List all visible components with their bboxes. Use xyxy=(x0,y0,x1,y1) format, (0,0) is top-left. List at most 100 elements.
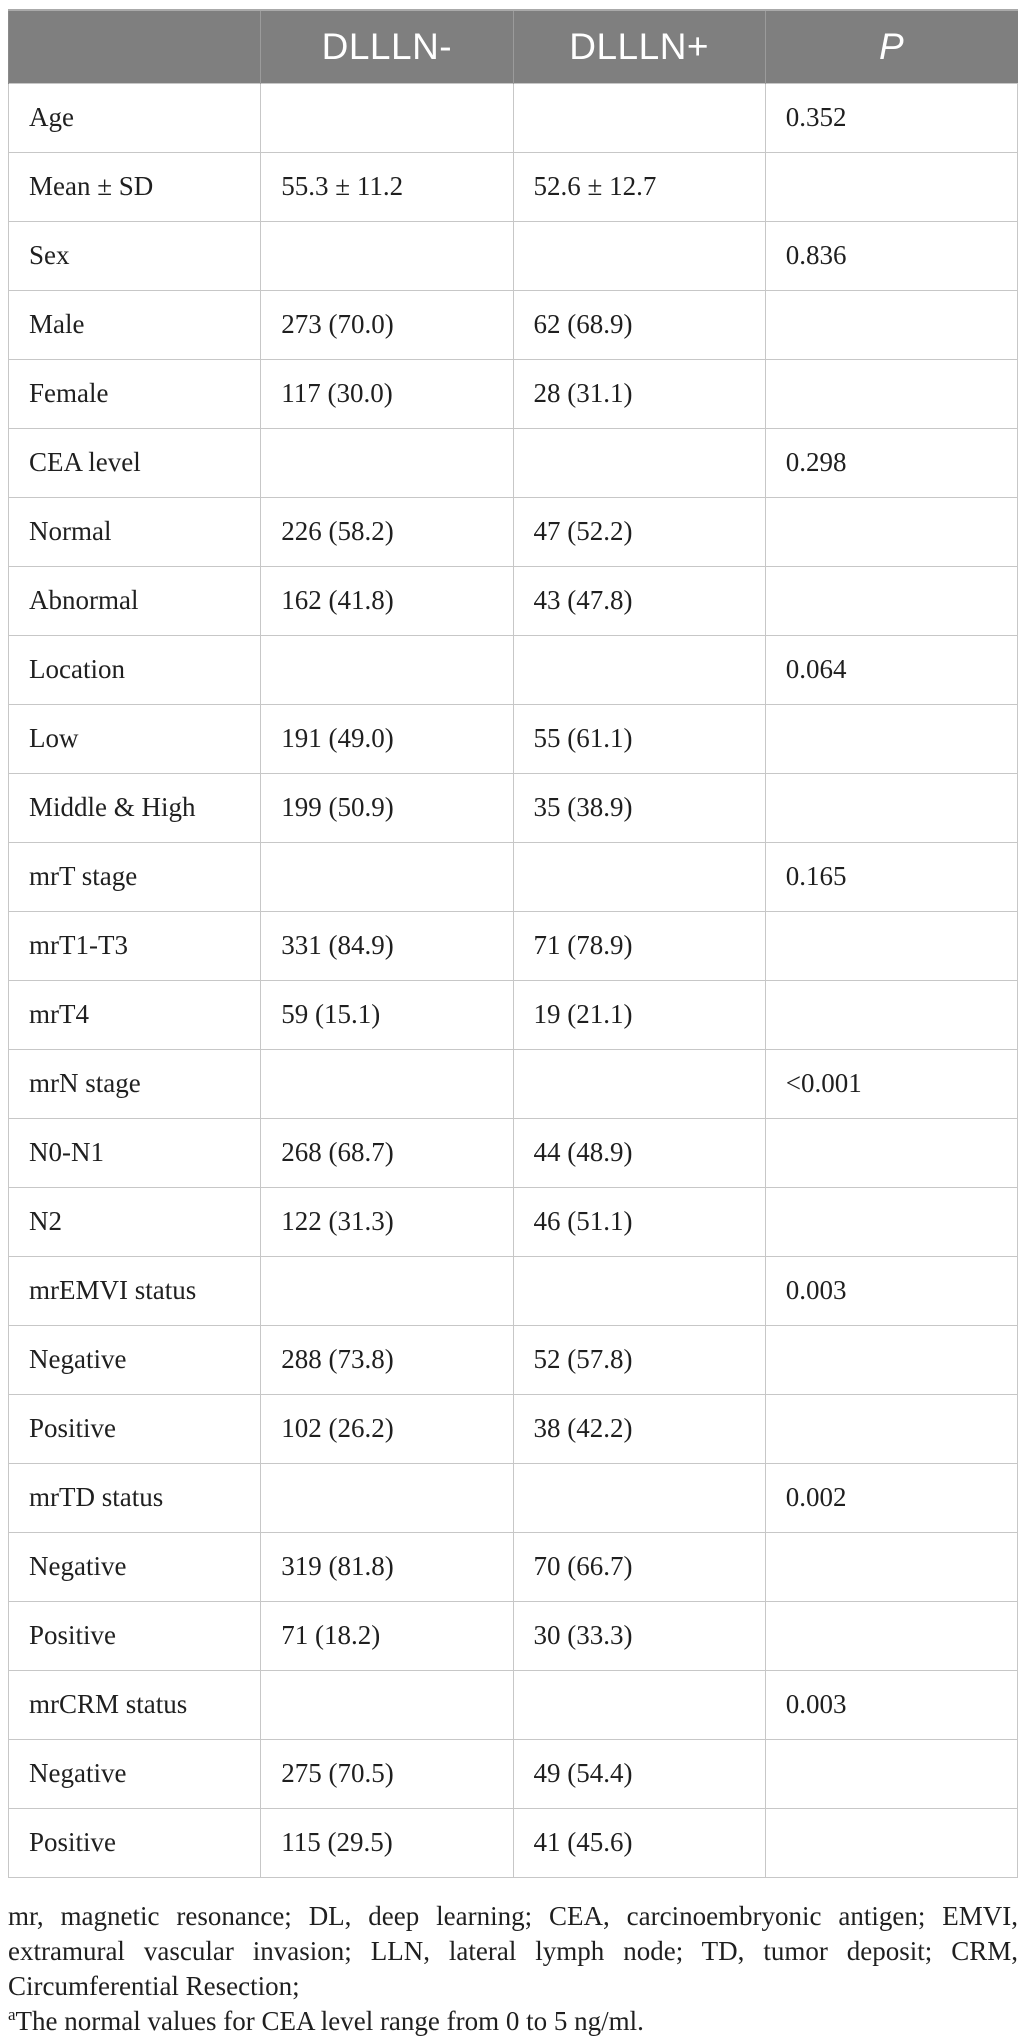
row-label: mrCRM status xyxy=(7,1670,262,1740)
table-body: Age 0.352 Mean ± SD 55.3 ± 11.2 52.6 ± 12.7 S… xyxy=(7,83,1019,1878)
cea-note: aThe normal values for CEA level range f… xyxy=(8,2004,1018,2039)
p-value xyxy=(764,359,1019,429)
row-label: Negative xyxy=(7,1739,262,1809)
patient-characteristics-table: DLLLN- DLLLN+ P Age 0.352 Mean ± SD 55.3 ± … xyxy=(7,9,1019,1878)
table-row: N0-N1 268 (68.7) 44 (48.9) xyxy=(7,1118,1019,1188)
dllln-negative-value xyxy=(260,1256,514,1326)
p-value: <0.001 xyxy=(764,1049,1019,1119)
dllln-positive-value: 47 (52.2) xyxy=(512,497,766,567)
table-row: Abnormal 162 (41.8) 43 (47.8) xyxy=(7,566,1019,636)
dllln-negative-value: 55.3 ± 11.2 xyxy=(260,152,514,222)
p-value xyxy=(764,1394,1019,1464)
dllln-positive-value: 38 (42.2) xyxy=(512,1394,766,1464)
dllln-negative-value xyxy=(260,635,514,705)
p-value xyxy=(764,1118,1019,1188)
dllln-negative-value xyxy=(260,1463,514,1533)
dllln-negative-value: 115 (29.5) xyxy=(260,1808,514,1878)
table-row: Female 117 (30.0) 28 (31.1) xyxy=(7,359,1019,429)
table-row: Negative 319 (81.8) 70 (66.7) xyxy=(7,1532,1019,1602)
dllln-positive-value xyxy=(512,1049,766,1119)
p-value xyxy=(764,290,1019,360)
table-row: CEA level 0.298 xyxy=(7,428,1019,498)
row-label: Female xyxy=(7,359,262,429)
dllln-negative-value: 331 (84.9) xyxy=(260,911,514,981)
p-value: 0.165 xyxy=(764,842,1019,912)
dllln-positive-value: 30 (33.3) xyxy=(512,1601,766,1671)
table-row: Normal 226 (58.2) 47 (52.2) xyxy=(7,497,1019,567)
row-label: Abnormal xyxy=(7,566,262,636)
row-label: Location xyxy=(7,635,262,705)
dllln-positive-value xyxy=(512,428,766,498)
dllln-negative-value: 162 (41.8) xyxy=(260,566,514,636)
dllln-positive-value: 55 (61.1) xyxy=(512,704,766,774)
row-label: N2 xyxy=(7,1187,262,1257)
dllln-positive-value xyxy=(512,1463,766,1533)
dllln-positive-value: 44 (48.9) xyxy=(512,1118,766,1188)
dllln-negative-value: 191 (49.0) xyxy=(260,704,514,774)
p-value xyxy=(764,1601,1019,1671)
p-value xyxy=(764,704,1019,774)
dllln-negative-value xyxy=(260,221,514,291)
table-row: mrT stage 0.165 xyxy=(7,842,1019,912)
p-value: 0.003 xyxy=(764,1670,1019,1740)
p-value: 0.003 xyxy=(764,1256,1019,1326)
p-value xyxy=(764,497,1019,567)
dllln-positive-value: 35 (38.9) xyxy=(512,773,766,843)
dllln-positive-value: 71 (78.9) xyxy=(512,911,766,981)
dllln-positive-value: 41 (45.6) xyxy=(512,1808,766,1878)
dllln-negative-value: 268 (68.7) xyxy=(260,1118,514,1188)
row-label: Negative xyxy=(7,1325,262,1395)
dllln-positive-value xyxy=(512,1256,766,1326)
dllln-negative-value: 275 (70.5) xyxy=(260,1739,514,1809)
table-row: mrCRM status 0.003 xyxy=(7,1670,1019,1740)
table-row: mrN stage <0.001 xyxy=(7,1049,1019,1119)
table-row: Mean ± SD 55.3 ± 11.2 52.6 ± 12.7 xyxy=(7,152,1019,222)
dllln-positive-value xyxy=(512,83,766,153)
header-row: DLLLN- DLLLN+ P xyxy=(7,9,1018,84)
row-label: Mean ± SD xyxy=(7,152,262,222)
p-value xyxy=(764,773,1019,843)
p-value xyxy=(764,1808,1019,1878)
p-value: 0.002 xyxy=(764,1463,1019,1533)
dllln-negative-value xyxy=(260,1049,514,1119)
table-row: mrT4 59 (15.1) 19 (21.1) xyxy=(7,980,1019,1050)
row-label: N0-N1 xyxy=(7,1118,262,1188)
dllln-negative-value: 71 (18.2) xyxy=(260,1601,514,1671)
dllln-positive-value xyxy=(512,1670,766,1740)
dllln-positive-value xyxy=(512,635,766,705)
row-label: Positive xyxy=(7,1394,262,1464)
row-label: mrT stage xyxy=(7,842,262,912)
header-empty-cell xyxy=(7,9,261,84)
dllln-positive-value: 43 (47.8) xyxy=(512,566,766,636)
dllln-positive-value: 28 (31.1) xyxy=(512,359,766,429)
p-value xyxy=(764,1739,1019,1809)
table-row: Low 191 (49.0) 55 (61.1) xyxy=(7,704,1019,774)
p-value xyxy=(764,566,1019,636)
dllln-negative-value: 273 (70.0) xyxy=(260,290,514,360)
p-value xyxy=(764,152,1019,222)
p-value: 0.352 xyxy=(764,83,1019,153)
dllln-negative-value: 288 (73.8) xyxy=(260,1325,514,1395)
p-value: 0.836 xyxy=(764,221,1019,291)
table-row: Sex 0.836 xyxy=(7,221,1019,291)
table-row: mrTD status 0.002 xyxy=(7,1463,1019,1533)
table-row: mrT1-T3 331 (84.9) 71 (78.9) xyxy=(7,911,1019,981)
dllln-negative-value: 319 (81.8) xyxy=(260,1532,514,1602)
table-row: Negative 288 (73.8) 52 (57.8) xyxy=(7,1325,1019,1395)
dllln-positive-value: 46 (51.1) xyxy=(512,1187,766,1257)
header-dllln-negative: DLLLN- xyxy=(260,9,513,84)
p-value xyxy=(764,980,1019,1050)
cea-note-text: The normal values for CEA level range fr… xyxy=(15,2006,644,2036)
dllln-positive-value xyxy=(512,842,766,912)
table-row: Positive 71 (18.2) 30 (33.3) xyxy=(7,1601,1019,1671)
row-label: CEA level xyxy=(7,428,262,498)
table-row: Age 0.352 xyxy=(7,83,1019,153)
row-label: Normal xyxy=(7,497,262,567)
dllln-negative-value: 226 (58.2) xyxy=(260,497,514,567)
dllln-negative-value xyxy=(260,842,514,912)
row-label: Male xyxy=(7,290,262,360)
dllln-positive-value: 70 (66.7) xyxy=(512,1532,766,1602)
row-label: Age xyxy=(7,83,262,153)
p-value: 0.064 xyxy=(764,635,1019,705)
